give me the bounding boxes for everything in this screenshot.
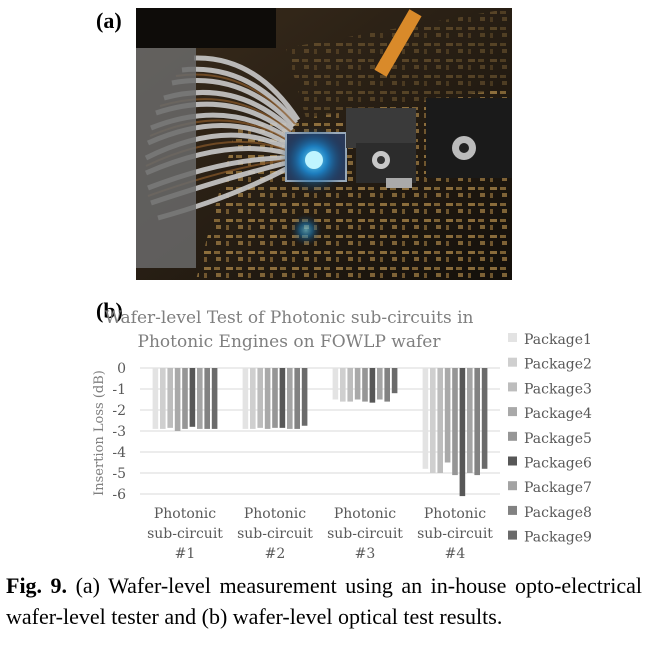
- y-axis-ticks: 0 -1 -2 -3 -4 -5 -6: [112, 361, 126, 503]
- bar: [481, 368, 488, 469]
- insertion-loss-chart: Wafer-level Test of Photonic sub-circuit…: [92, 308, 592, 560]
- chart-title-line-1: Wafer-level Test of Photonic sub-circuit…: [105, 308, 474, 328]
- legend-label: Package6: [524, 456, 592, 472]
- category-label: #4: [445, 546, 466, 560]
- legend-swatch: [508, 481, 517, 491]
- bar: [452, 368, 458, 476]
- category-label: sub-circuit: [327, 526, 403, 542]
- legend-label: Package9: [524, 530, 592, 546]
- bar: [174, 368, 181, 431]
- bar: [211, 368, 218, 429]
- bar: [160, 368, 166, 429]
- bar: [250, 368, 256, 429]
- category-label: #2: [265, 546, 286, 560]
- bar: [354, 368, 361, 400]
- panel-a-label: (a): [96, 8, 122, 33]
- wafer-tester-photo-drawing: [136, 8, 512, 280]
- bar: [467, 368, 473, 473]
- wafer-tester-photo: [136, 8, 512, 280]
- bar: [294, 368, 300, 429]
- y-tick-label: -4: [112, 445, 126, 461]
- legend-label: Package1: [524, 332, 592, 348]
- figure-number: Fig. 9.: [6, 573, 68, 598]
- legend-swatch: [508, 382, 517, 392]
- bar: [264, 368, 271, 429]
- y-tick-label: -2: [112, 403, 126, 419]
- chart-bars: [152, 368, 488, 497]
- chart-title-line-2: Photonic Engines on FOWLP wafer: [138, 332, 442, 352]
- figure-caption: Fig. 9. (a) Wafer-level measurement usin…: [6, 570, 642, 632]
- legend-swatch: [508, 357, 517, 367]
- bar: [204, 368, 210, 429]
- category-label: Photonic: [244, 506, 306, 522]
- bar: [152, 368, 159, 429]
- category-label: sub-circuit: [147, 526, 223, 542]
- bar: [444, 368, 451, 463]
- chart-legend: Package1 Package2 Package3 Package4 Package5…: [508, 332, 592, 546]
- bar: [167, 368, 173, 428]
- panel-b-label: (b): [96, 298, 123, 323]
- bar: [197, 368, 203, 429]
- legend-swatch: [508, 530, 517, 540]
- bar: [422, 368, 429, 469]
- y-tick-label: -3: [112, 424, 126, 440]
- bar: [272, 368, 278, 428]
- bar: [301, 368, 308, 426]
- legend-label: Package7: [524, 480, 592, 496]
- legend-swatch: [508, 407, 517, 417]
- legend-label: Package5: [524, 431, 592, 447]
- legend-label: Package2: [524, 357, 592, 373]
- legend-label: Package4: [524, 406, 592, 422]
- y-tick-label: -1: [112, 382, 126, 398]
- y-tick-label: 0: [117, 361, 126, 377]
- bar: [384, 368, 390, 402]
- bar: [369, 368, 376, 403]
- y-tick-label: -6: [112, 487, 126, 503]
- bar: [332, 368, 339, 400]
- category-label: Photonic: [424, 506, 486, 522]
- x-axis-categories: Photonic sub-circuit #1 Photonic sub-circuit…: [147, 506, 493, 560]
- y-tick-label: -5: [112, 466, 126, 482]
- bar: [377, 368, 383, 400]
- caption-text: (a) Wafer-level measurement using an in-…: [6, 573, 642, 629]
- bar: [182, 368, 188, 429]
- bar: [340, 368, 346, 402]
- legend-label: Package3: [524, 381, 592, 397]
- bar: [437, 368, 443, 473]
- bar: [391, 368, 398, 394]
- legend-swatch: [508, 333, 517, 342]
- category-label: sub-circuit: [417, 526, 493, 542]
- legend-swatch: [508, 431, 517, 441]
- bar: [287, 368, 293, 429]
- category-label: sub-circuit: [237, 526, 313, 542]
- category-label: #1: [175, 546, 196, 560]
- bar: [347, 368, 353, 402]
- bar: [189, 368, 196, 427]
- legend-swatch: [508, 456, 517, 466]
- bar: [362, 368, 368, 402]
- bar: [242, 368, 249, 429]
- category-label: #3: [355, 546, 376, 560]
- legend-label: Package8: [524, 505, 592, 521]
- bar: [474, 368, 480, 476]
- category-label: Photonic: [154, 506, 216, 522]
- y-axis-label: Insertion Loss (dB): [92, 370, 107, 496]
- category-label: Photonic: [334, 506, 396, 522]
- bar: [257, 368, 263, 428]
- bar: [430, 368, 436, 473]
- legend-swatch: [508, 505, 517, 515]
- bar: [459, 368, 466, 497]
- bar: [279, 368, 286, 428]
